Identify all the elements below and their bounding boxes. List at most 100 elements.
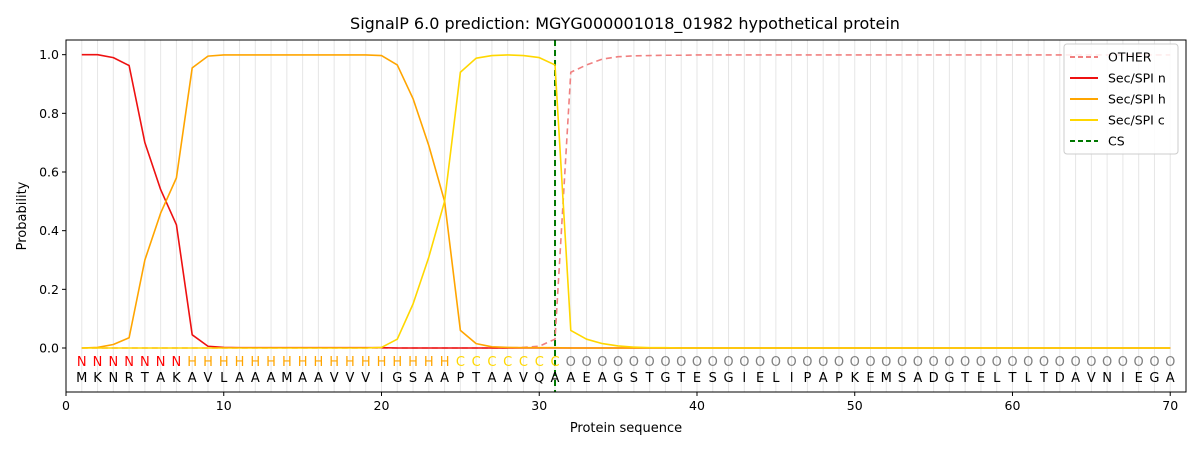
residue-letter: P	[835, 371, 843, 386]
residue-letter: T	[1039, 371, 1048, 386]
region-label: O	[1086, 355, 1096, 370]
region-label: H	[298, 355, 308, 370]
y-tick-label: 0.4	[39, 223, 59, 238]
region-label: H	[392, 355, 402, 370]
region-label: O	[708, 355, 718, 370]
region-label: O	[660, 355, 670, 370]
residue-letter: I	[742, 371, 746, 386]
residue-letter: L	[220, 371, 228, 386]
residue-letter: V	[519, 371, 528, 386]
region-label: H	[282, 355, 292, 370]
residue-letter: G	[1149, 371, 1159, 386]
x-tick-label: 70	[1162, 398, 1178, 413]
residue-letter: L	[772, 371, 780, 386]
region-label: O	[723, 355, 733, 370]
residue-letter: I	[790, 371, 794, 386]
region-label: O	[897, 355, 907, 370]
legend-label: OTHER	[1108, 50, 1152, 65]
region-label: O	[1055, 355, 1065, 370]
residue-letter: K	[93, 371, 102, 386]
residue-letter: G	[660, 371, 670, 386]
residue-letter: S	[898, 371, 906, 386]
residue-letter: A	[298, 371, 307, 386]
region-label: O	[802, 355, 812, 370]
residue-letter: A	[267, 371, 276, 386]
region-label: H	[408, 355, 418, 370]
residue-letter: T	[471, 371, 480, 386]
residue-letter: E	[756, 371, 764, 386]
residue-letter: E	[866, 371, 874, 386]
region-label: H	[424, 355, 434, 370]
region-label: H	[219, 355, 229, 370]
residue-letter: S	[409, 371, 417, 386]
region-label: O	[1023, 355, 1033, 370]
region-label: O	[613, 355, 623, 370]
region-label: N	[93, 355, 103, 370]
residue-letter: A	[913, 371, 922, 386]
x-tick-label: 30	[531, 398, 547, 413]
region-label: N	[77, 355, 87, 370]
region-label: H	[203, 355, 213, 370]
residue-letter: S	[630, 371, 638, 386]
region-label: O	[629, 355, 639, 370]
x-axis-ticks: 0 10 20 30 40 50 60 70	[62, 392, 1178, 413]
region-label: O	[771, 355, 781, 370]
region-label: O	[850, 355, 860, 370]
region-label: H	[345, 355, 355, 370]
region-label: H	[250, 355, 260, 370]
region-label: N	[124, 355, 134, 370]
residue-letter: L	[1025, 371, 1033, 386]
region-label: N	[140, 355, 150, 370]
region-label: O	[692, 355, 702, 370]
legend-label: Sec/SPI n	[1108, 71, 1166, 86]
region-label: O	[834, 355, 844, 370]
residue-letter: T	[1008, 371, 1017, 386]
region-label: C	[535, 355, 544, 370]
residue-letter: A	[566, 371, 575, 386]
residue-letter: S	[709, 371, 717, 386]
region-label: O	[645, 355, 655, 370]
residue-letter: A	[487, 371, 496, 386]
y-tick-label: 0.0	[39, 341, 59, 356]
residue-letter: T	[676, 371, 685, 386]
region-label: O	[1149, 355, 1159, 370]
residue-letter: A	[235, 371, 244, 386]
residue-letter: E	[582, 371, 590, 386]
region-label: O	[787, 355, 797, 370]
residue-letter: V	[361, 371, 370, 386]
region-label: O	[1165, 355, 1175, 370]
residue-letter: D	[929, 371, 939, 386]
region-label: O	[992, 355, 1002, 370]
region-label: N	[156, 355, 166, 370]
x-tick-label: 20	[374, 398, 390, 413]
region-label: C	[550, 355, 559, 370]
residue-letter: T	[645, 371, 654, 386]
y-tick-label: 0.2	[39, 282, 59, 297]
region-label: C	[503, 355, 512, 370]
residue-letter: G	[613, 371, 623, 386]
residue-letter: A	[598, 371, 607, 386]
region-label: H	[440, 355, 450, 370]
region-label: O	[597, 355, 607, 370]
residue-letter: A	[440, 371, 449, 386]
region-label: O	[818, 355, 828, 370]
legend-box	[1063, 43, 1179, 155]
legend-label: Sec/SPI h	[1108, 92, 1166, 107]
region-label: O	[1102, 355, 1112, 370]
chart-title: SignalP 6.0 prediction: MGYG000001018_01…	[350, 14, 900, 34]
region-label: H	[314, 355, 324, 370]
x-axis-label: Protein sequence	[570, 421, 682, 436]
residue-letter: K	[850, 371, 859, 386]
plot-frame	[65, 39, 1187, 393]
region-label: N	[108, 355, 118, 370]
residue-letter: A	[156, 371, 165, 386]
residue-letter: E	[1135, 371, 1143, 386]
x-tick-label: 0	[62, 398, 70, 413]
region-label: O	[1118, 355, 1128, 370]
residue-letter: I	[380, 371, 384, 386]
residue-letter: V	[1087, 371, 1096, 386]
residue-letter: L	[993, 371, 1001, 386]
region-label: H	[187, 355, 197, 370]
